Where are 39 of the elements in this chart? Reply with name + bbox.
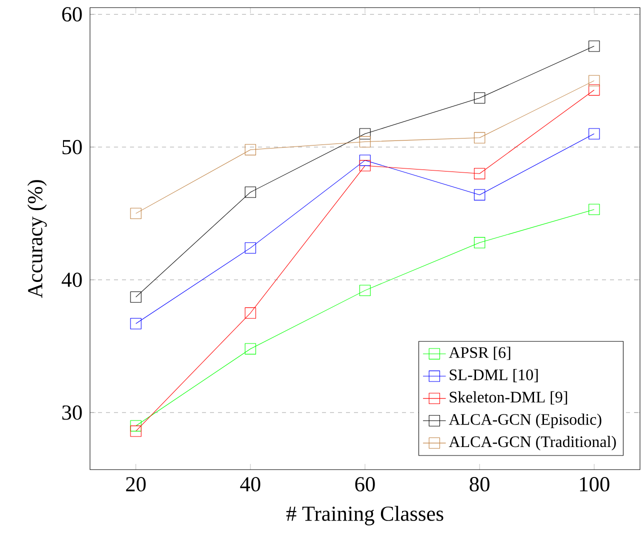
y-tick-label: 30 — [62, 406, 82, 420]
y-tick-label: 50 — [62, 140, 82, 154]
x-tick-label: 20 — [126, 477, 146, 492]
point — [359, 128, 371, 140]
x-tick-label: 60 — [355, 477, 375, 492]
point — [588, 84, 600, 96]
legend-label: APSR [6] — [448, 346, 510, 360]
point — [244, 186, 256, 198]
point — [244, 343, 256, 355]
point — [474, 132, 486, 144]
point — [244, 308, 256, 319]
point — [130, 318, 142, 330]
point — [359, 160, 371, 172]
legend-label: SL-DML [10] — [450, 369, 538, 382]
point — [359, 136, 371, 148]
point — [588, 128, 600, 140]
point — [474, 168, 486, 180]
x-tick-label: 100 — [580, 477, 610, 492]
legend-label: ALCA-GCN (Episodic) — [448, 414, 602, 428]
point — [588, 40, 600, 52]
point — [588, 75, 600, 86]
y-tick-label: 60 — [62, 7, 82, 22]
x-tick-label: 80 — [470, 477, 490, 492]
point — [474, 237, 486, 248]
x-axis-title: # Training Classes — [286, 506, 444, 526]
legend-label: ALCA-GCN (Traditional) — [448, 436, 616, 451]
point — [588, 204, 600, 216]
point — [474, 92, 486, 104]
x-tick-label: 40 — [240, 477, 260, 492]
legend-label: Skeleton-DML [9] — [450, 391, 568, 405]
point — [130, 426, 142, 437]
point — [244, 242, 256, 254]
point — [359, 285, 371, 296]
point — [474, 189, 486, 201]
point — [244, 144, 256, 156]
y-tick-label: 40 — [62, 272, 82, 288]
point — [130, 292, 142, 303]
y-axis-title: Accuracy (%) — [27, 180, 47, 298]
point — [130, 208, 142, 220]
